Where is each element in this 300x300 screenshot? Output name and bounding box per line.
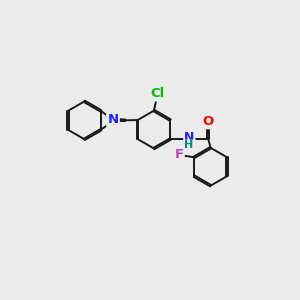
Text: N: N [184,131,194,144]
Text: O: O [107,114,118,128]
Text: N: N [107,113,118,126]
Text: F: F [175,148,184,161]
Text: O: O [202,115,214,128]
Text: H: H [184,140,194,151]
Text: Cl: Cl [150,88,165,100]
